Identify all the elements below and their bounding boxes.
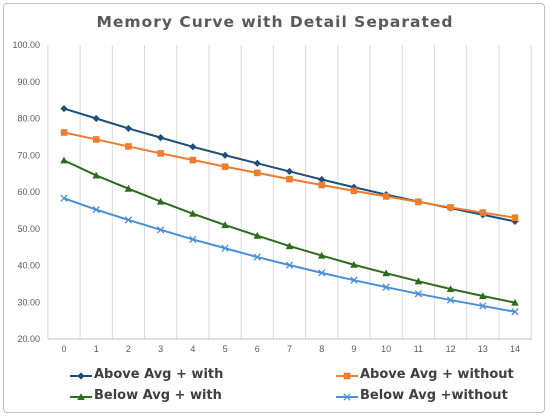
data-point-series-3	[60, 194, 68, 202]
data-point-series-0	[189, 143, 197, 151]
y-tick-label: 100.00	[12, 40, 40, 50]
data-point-series-2	[92, 171, 101, 179]
data-point-series-3	[189, 235, 197, 244]
data-point-series-3	[414, 290, 423, 298]
y-tick-label: 30.00	[17, 297, 40, 307]
x-tick-label: 0	[61, 344, 66, 354]
data-point-series-2	[446, 285, 455, 293]
legend-swatch-marker	[343, 393, 351, 401]
x-tick-label: 9	[351, 344, 356, 354]
x-tick-label: 4	[190, 344, 195, 354]
legend-label: Above Avg + with	[94, 367, 224, 382]
data-point-series-3	[92, 205, 100, 214]
data-point-series-2	[382, 269, 390, 277]
data-point-series-3	[285, 261, 294, 269]
data-point-series-3	[350, 276, 358, 284]
legend-label: Below Avg +without	[360, 388, 508, 403]
data-point-series-2	[253, 231, 262, 239]
data-point-series-3	[382, 283, 390, 291]
x-tick-label: 2	[126, 344, 131, 354]
data-point-series-3	[511, 308, 519, 316]
data-point-series-2	[478, 292, 487, 300]
data-point-series-3	[446, 296, 455, 304]
data-point-series-2	[350, 260, 358, 268]
data-point-series-3	[318, 269, 326, 277]
legend-swatch-marker	[77, 393, 85, 401]
data-point-series-2	[189, 209, 197, 217]
data-point-series-0	[157, 134, 165, 142]
data-point-series-0	[92, 114, 100, 123]
data-point-series-2	[221, 221, 229, 229]
data-point-series-0	[124, 124, 133, 133]
data-point-series-0	[60, 104, 68, 113]
x-tick-label: 14	[510, 344, 520, 354]
x-tick-label: 3	[158, 344, 163, 354]
x-tick-label: 13	[478, 344, 488, 354]
chart-title: Memory Curve with Detail Separated	[96, 13, 454, 31]
data-point-series-1	[447, 204, 454, 211]
x-tick-label: 8	[319, 344, 324, 354]
data-point-series-1	[157, 150, 164, 157]
data-point-series-1	[511, 214, 519, 222]
data-point-series-2	[317, 251, 326, 259]
data-point-series-0	[253, 159, 261, 167]
data-point-series-0	[285, 167, 294, 176]
data-point-series-2	[285, 242, 294, 250]
data-point-series-1	[92, 136, 100, 143]
y-tick-label: 60.00	[17, 187, 40, 197]
data-point-series-1	[479, 209, 487, 216]
data-point-series-3	[479, 302, 487, 310]
data-point-series-2	[414, 277, 423, 285]
data-point-series-3	[253, 253, 261, 261]
y-tick-label: 80.00	[17, 114, 40, 124]
data-point-series-1	[415, 198, 422, 206]
data-point-series-1	[221, 163, 229, 170]
data-point-series-3	[221, 244, 229, 252]
data-point-series-1	[382, 193, 390, 200]
data-point-series-3	[124, 216, 133, 224]
y-tick-label: 40.00	[17, 261, 40, 271]
data-point-series-1	[125, 143, 132, 150]
x-tick-label: 10	[381, 344, 391, 354]
data-point-series-2	[60, 156, 68, 164]
legend-label: Below Avg + with	[94, 388, 222, 403]
data-point-series-0	[318, 175, 326, 184]
data-point-series-2	[511, 298, 519, 306]
x-tick-label: 7	[287, 344, 292, 354]
x-tick-label: 5	[223, 344, 228, 354]
x-tick-label: 6	[255, 344, 260, 354]
data-point-series-0	[221, 151, 229, 159]
legend-label: Above Avg + without	[360, 367, 514, 382]
series-line-3	[63, 197, 516, 313]
data-point-series-2	[156, 197, 165, 205]
data-point-series-1	[286, 175, 293, 183]
data-point-series-1	[350, 187, 358, 195]
legend-swatch-marker	[343, 372, 351, 380]
x-tick-label: 12	[446, 344, 456, 354]
data-point-series-3	[156, 226, 165, 234]
data-point-series-2	[124, 184, 133, 192]
data-point-series-1	[318, 181, 326, 189]
y-tick-label: 50.00	[17, 224, 40, 234]
data-point-series-1	[60, 129, 68, 136]
y-tick-label: 70.00	[17, 150, 40, 160]
x-tick-label: 1	[94, 344, 99, 354]
x-tick-label: 11	[414, 344, 423, 354]
y-tick-label: 20.00	[17, 334, 40, 344]
legend-swatch-marker	[77, 372, 85, 380]
y-tick-label: 90.00	[17, 77, 40, 87]
data-point-series-1	[189, 156, 197, 164]
data-point-series-1	[253, 169, 261, 177]
